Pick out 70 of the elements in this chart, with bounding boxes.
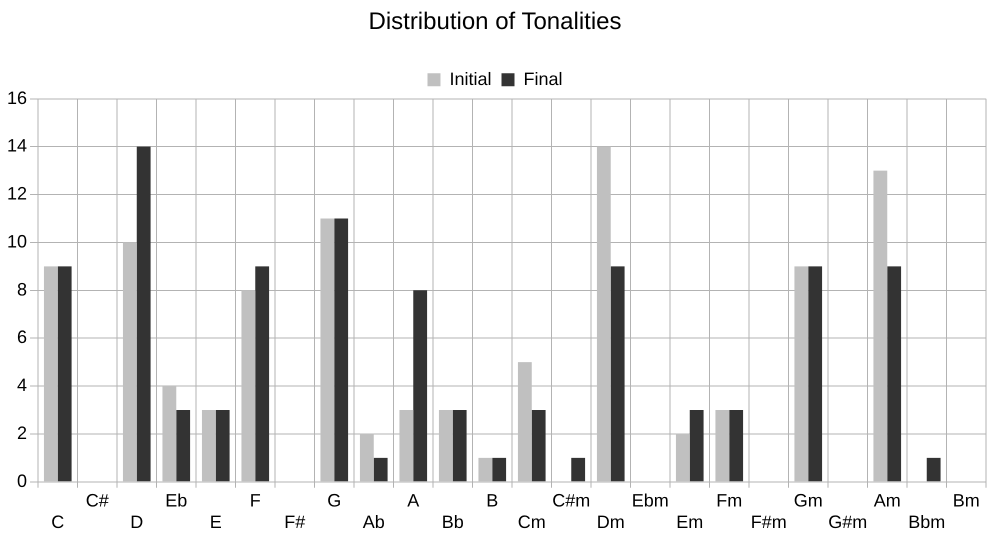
bar: [808, 266, 822, 482]
bar: [478, 458, 492, 482]
y-tick-label: 10: [6, 231, 28, 252]
bar: [873, 170, 888, 482]
y-tick-label: 2: [17, 422, 28, 443]
x-tick-label: E: [210, 512, 222, 532]
bar: [320, 218, 334, 482]
y-tick-label: 12: [6, 184, 28, 204]
x-tick-label: Eb: [165, 490, 188, 511]
x-tick-label: C#: [86, 490, 109, 511]
bar: [690, 410, 704, 482]
x-tick-label: Cm: [518, 512, 546, 532]
y-tick-label: 16: [6, 88, 28, 108]
x-tick-label: G: [327, 490, 342, 511]
x-tick-label: D: [130, 512, 144, 532]
x-tick-label: B: [486, 490, 498, 511]
bar: [176, 410, 190, 482]
bar: [596, 146, 611, 482]
bar: [887, 266, 902, 482]
x-tick-label: Bbm: [908, 512, 946, 532]
bar: [794, 266, 808, 482]
chart-title: Distribution of Tonalities: [368, 8, 622, 36]
bar: [715, 410, 730, 482]
bar: [729, 410, 744, 482]
x-tick-label: G#m: [828, 512, 868, 532]
bar: [438, 410, 453, 482]
bar: [360, 434, 374, 482]
x-tick-label: Fm: [716, 490, 742, 511]
bar: [241, 290, 256, 482]
x-tick-label: F#: [284, 512, 306, 532]
x-tick-label: Am: [874, 490, 901, 511]
bar: [122, 242, 137, 482]
x-tick-label: Bm: [952, 490, 980, 511]
bar: [413, 290, 428, 482]
bar: [492, 458, 506, 482]
x-tick-label: Dm: [596, 512, 625, 532]
bar: [518, 362, 532, 482]
bar: [452, 410, 467, 482]
x-tick-label: F#m: [750, 512, 787, 532]
bar: [926, 458, 941, 482]
bar: [532, 410, 546, 482]
x-tick-label: Gm: [794, 490, 823, 511]
legend-label: Initial: [449, 68, 492, 89]
bar: [334, 218, 348, 482]
bar: [374, 458, 388, 482]
bar: [399, 410, 414, 482]
y-tick-label: 8: [17, 279, 28, 300]
bar: [571, 458, 586, 482]
x-tick-label: F: [250, 490, 261, 511]
bar: [58, 266, 72, 482]
bar: [255, 266, 270, 482]
x-tick-label: Ab: [362, 512, 385, 532]
y-tick-label: 0: [17, 470, 28, 491]
bar: [202, 410, 216, 482]
bar: [136, 146, 151, 482]
y-tick-label: 14: [6, 136, 28, 156]
bar: [216, 410, 230, 482]
x-tick-label: Bb: [442, 512, 464, 532]
x-tick-label: C: [51, 512, 64, 532]
x-tick-label: Em: [676, 512, 704, 532]
x-tick-label: A: [407, 490, 420, 511]
bar: [676, 434, 690, 482]
bar: [162, 386, 176, 482]
y-tick-label: 4: [17, 375, 28, 396]
x-tick-label: Ebm: [632, 490, 669, 511]
legend-label: Final: [524, 68, 563, 89]
x-tick-label: C#m: [552, 490, 590, 511]
y-tick-label: 6: [17, 327, 28, 348]
bar: [44, 266, 58, 482]
bar: [610, 266, 625, 482]
